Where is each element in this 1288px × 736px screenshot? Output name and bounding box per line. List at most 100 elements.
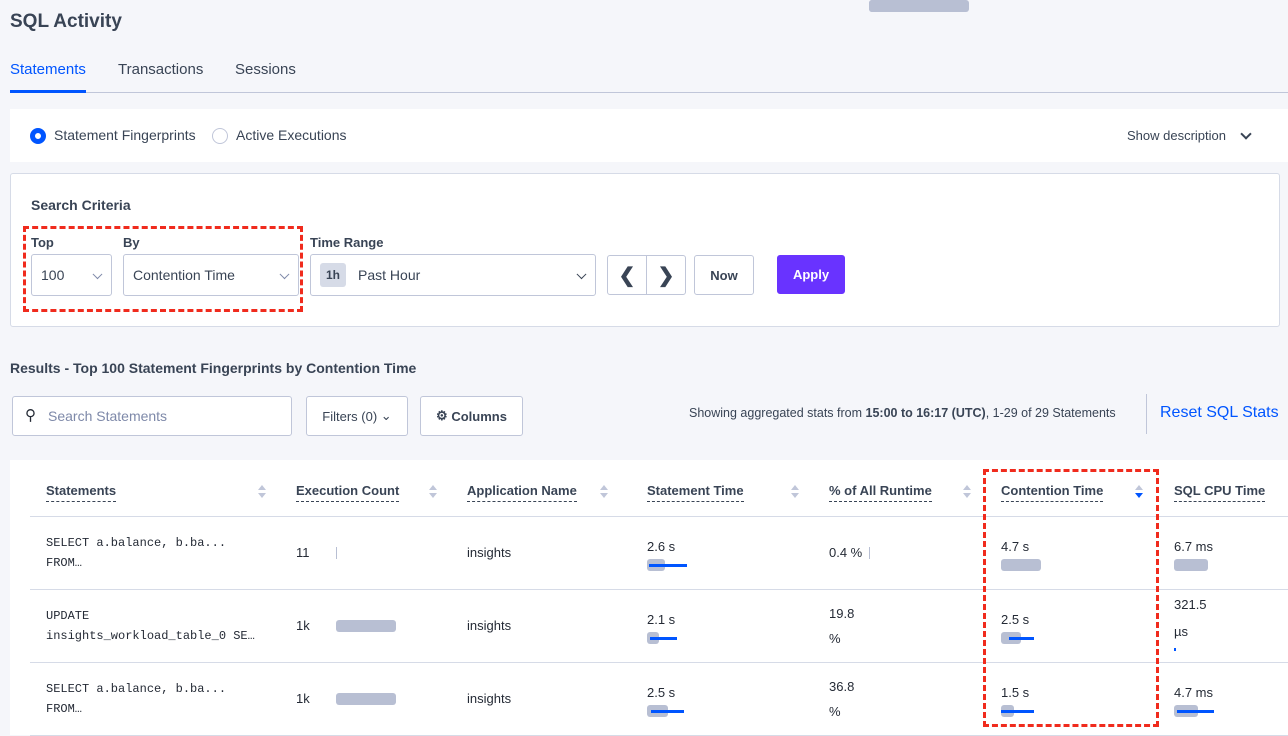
view-options-panel: Statement Fingerprints Active Executions… [10, 109, 1288, 162]
sql-cpu-time-cell: 6.7 ms [1174, 539, 1214, 554]
search-placeholder: Search Statements [48, 408, 168, 424]
column-header-pct-runtime[interactable]: % of All Runtime [829, 483, 932, 502]
execution-count-bar [336, 620, 396, 632]
search-statements-input[interactable]: ⚲ Search Statements [12, 396, 292, 436]
column-header-statement-time[interactable]: Statement Time [647, 483, 744, 502]
pct-runtime-value: 36.8 [829, 679, 855, 694]
application-name-cell: insights [467, 691, 512, 706]
contention-time-stddev-bar [1009, 637, 1034, 640]
chevron-down-icon[interactable] [1240, 128, 1252, 140]
apply-button[interactable]: Apply [777, 255, 845, 294]
column-header-statements[interactable]: Statements [46, 483, 117, 502]
statement-time-stddev-bar [651, 710, 684, 713]
columns-button[interactable]: ⚙ Columns [420, 396, 523, 436]
chevron-left-icon: ❮ [618, 264, 636, 287]
sort-icon[interactable] [1135, 485, 1143, 499]
radio-statement-fingerprints[interactable] [30, 128, 46, 144]
execution-count-cell: 1k [296, 618, 310, 633]
columns-label: Columns [451, 408, 507, 424]
sort-icon[interactable] [791, 485, 799, 499]
radio-active-executions[interactable] [212, 128, 228, 144]
statement-line-1[interactable]: UPDATE [46, 609, 90, 623]
contention-time-cell: 2.5 s [1001, 612, 1030, 627]
radio-label-fingerprints[interactable]: Statement Fingerprints [54, 127, 196, 143]
summary-range: 15:00 to 16:17 (UTC) [865, 406, 986, 420]
row-divider [30, 662, 1288, 663]
tab-divider [10, 92, 1288, 93]
sql-cpu-time-bar [1174, 559, 1208, 571]
by-value: Contention Time [133, 267, 235, 283]
row-divider [30, 589, 1288, 590]
chevron-right-icon: ❯ [657, 264, 675, 287]
summary-suffix: , 1-29 of 29 Statements [985, 406, 1116, 420]
execution-count-cell: 1k [296, 691, 310, 706]
statement-line-2[interactable]: insights_workload_table_0 SE… [46, 629, 255, 643]
contention-time-cell: 4.7 s [1001, 539, 1030, 554]
column-header-sql-cpu-time[interactable]: SQL CPU Time [1174, 483, 1266, 502]
highlight-annotation [983, 469, 1159, 727]
row-divider [30, 516, 1288, 517]
statement-time-cell: 2.6 s [647, 539, 676, 554]
top-value: 100 [41, 267, 65, 283]
statement-cell[interactable]: SELECT a.balance, b.ba... FROM… [46, 679, 226, 719]
next-time-button[interactable]: ❯ [646, 255, 686, 295]
time-range-select[interactable]: 1h Past Hour [310, 254, 596, 296]
filters-button[interactable]: Filters (0) ⌄ [306, 396, 408, 436]
execution-count-bar [336, 693, 396, 705]
pct-runtime-value: 0.4 % [829, 545, 863, 560]
statement-time-stddev-bar [649, 564, 687, 567]
contention-time-bar [1001, 559, 1041, 571]
top-label: Top [31, 235, 54, 250]
contention-time-stddev-bar [1001, 710, 1034, 713]
statement-time-stddev-bar [650, 637, 677, 640]
page-title: SQL Activity [10, 11, 122, 32]
by-label: By [123, 235, 140, 250]
execution-count-cell: 11 [296, 545, 310, 560]
pct-runtime-bar [869, 547, 870, 559]
statement-cell[interactable]: SELECT a.balance, b.ba... FROM… [46, 533, 226, 573]
summary-prefix: Showing aggregated stats from [689, 406, 866, 420]
reset-sql-stats-link[interactable]: Reset SQL Stats [1160, 404, 1279, 421]
gear-icon: ⚙ [436, 408, 448, 423]
divider [1146, 394, 1147, 434]
sort-icon[interactable] [429, 485, 437, 499]
chevron-down-icon [576, 269, 587, 280]
sort-icon[interactable] [963, 485, 971, 499]
radio-label-active[interactable]: Active Executions [236, 127, 347, 143]
sort-icon[interactable] [600, 485, 608, 499]
tab-statements[interactable]: Statements [10, 61, 86, 78]
sql-cpu-time-stddev-bar [1177, 710, 1214, 713]
application-name-cell: insights [467, 618, 512, 633]
time-range-value: Past Hour [358, 267, 421, 283]
pct-runtime-value: 19.8 [829, 606, 855, 621]
statement-line-1[interactable]: SELECT a.balance, b.ba... [46, 536, 227, 550]
statement-line-1[interactable]: SELECT a.balance, b.ba... [46, 682, 227, 696]
column-header-execution-count[interactable]: Execution Count [296, 483, 400, 502]
previous-time-button[interactable]: ❮ [607, 255, 647, 295]
top-select[interactable]: 100 [31, 254, 112, 296]
highlight-annotation [23, 226, 303, 312]
statements-table [10, 460, 1288, 735]
pct-runtime-unit: % [829, 704, 841, 719]
now-button[interactable]: Now [694, 255, 754, 295]
contention-time-cell: 1.5 s [1001, 685, 1030, 700]
search-icon: ⚲ [25, 407, 36, 424]
results-title: Results - Top 100 Statement Fingerprints… [10, 360, 417, 376]
show-description-toggle[interactable]: Show description [1127, 128, 1226, 143]
column-header-contention-time[interactable]: Contention Time [1001, 483, 1104, 502]
by-select[interactable]: Contention Time [123, 254, 299, 296]
tab-sessions[interactable]: Sessions [235, 61, 296, 78]
statement-line-2[interactable]: FROM… [46, 702, 83, 716]
tab-transactions[interactable]: Transactions [118, 61, 204, 78]
time-range-label: Time Range [310, 235, 384, 250]
pct-runtime-unit: % [829, 631, 841, 646]
sql-cpu-time-unit: µs [1174, 624, 1188, 639]
search-criteria-panel: Search Criteria Top By Time Range 100 Co… [10, 173, 1280, 327]
active-tab-indicator [10, 90, 86, 93]
execution-count-bar [336, 547, 337, 559]
statement-line-2[interactable]: FROM… [46, 556, 83, 570]
statement-cell[interactable]: UPDATE insights_workload_table_0 SE… [46, 606, 255, 646]
sort-icon[interactable] [258, 485, 266, 499]
time-range-badge: 1h [320, 263, 347, 287]
column-header-application-name[interactable]: Application Name [467, 483, 577, 502]
